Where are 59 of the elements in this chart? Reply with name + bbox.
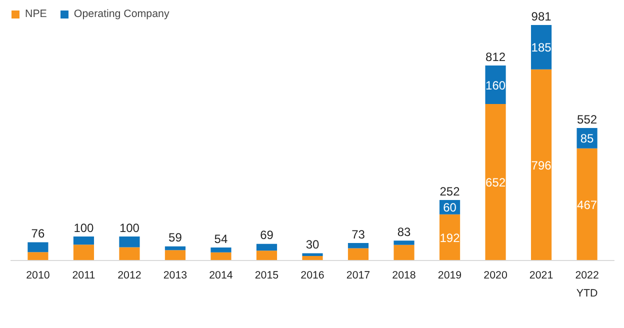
total-label: 76 (31, 226, 45, 241)
bar (439, 214, 460, 260)
total-label: 30 (306, 238, 320, 252)
bar (394, 240, 414, 245)
total-label: 59 (168, 230, 182, 245)
bar (394, 244, 414, 260)
data-label: 185 (531, 40, 552, 55)
total-label: 552 (577, 112, 598, 126)
x-tick-label: 2020 (484, 270, 508, 282)
x-tick-label: 2011 (72, 270, 96, 282)
bar (119, 236, 140, 248)
data-label: 85 (580, 132, 594, 146)
total-label: 69 (260, 228, 274, 242)
x-tick-label: 2018 (392, 270, 416, 282)
data-label: 467 (577, 198, 598, 212)
total-label: 812 (486, 50, 506, 64)
total-label: 54 (214, 232, 228, 246)
bar (28, 252, 48, 260)
bar (210, 252, 232, 260)
x-tick-label: 2022 YTD (575, 270, 599, 300)
total-label: 252 (440, 184, 460, 198)
bar (164, 250, 186, 260)
legend-label: NPE (25, 8, 47, 20)
bar (530, 69, 552, 260)
bar (302, 253, 323, 256)
data-label: 652 (486, 176, 506, 190)
bar (73, 244, 94, 260)
bar (256, 250, 278, 260)
total-label: 981 (531, 9, 552, 24)
x-tick-label: 2013 (163, 270, 188, 282)
total-label: 100 (74, 220, 94, 235)
bar (28, 242, 48, 252)
data-label: 160 (486, 78, 506, 92)
x-tick-label: 2010 (26, 270, 50, 282)
legend-label: Operating Company (74, 8, 170, 20)
x-tick-label: 2019 (438, 270, 462, 282)
bar (485, 66, 506, 104)
data-label: 796 (531, 158, 552, 172)
bar (119, 247, 140, 260)
bar (256, 244, 278, 251)
x-tick-label: 2021 (529, 270, 554, 282)
total-label: 83 (397, 224, 412, 239)
bar (348, 242, 369, 248)
bar (164, 246, 186, 250)
bar (73, 236, 94, 245)
data-label: 192 (440, 230, 460, 245)
x-tick-label: 2017 (346, 270, 370, 282)
total-label: 73 (352, 227, 366, 242)
x-tick-label: 2016 (300, 270, 324, 282)
x-tick-label: 2014 (209, 270, 233, 282)
bar (530, 24, 552, 70)
x-tick-label: 2015 (254, 270, 279, 282)
bar (576, 148, 598, 260)
bar (210, 248, 232, 252)
bar (348, 248, 369, 260)
data-label: 60 (443, 200, 457, 215)
total-label: 100 (119, 220, 140, 235)
x-tick-label: 2012 (118, 270, 142, 282)
bar (485, 104, 506, 260)
